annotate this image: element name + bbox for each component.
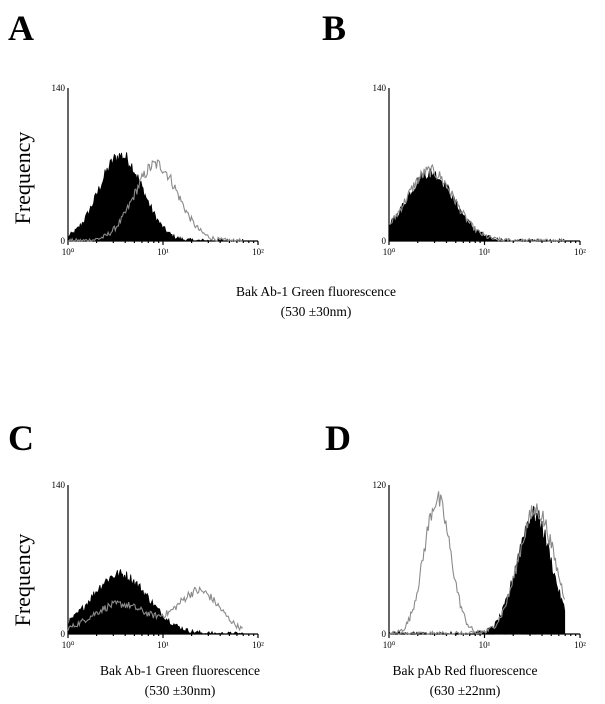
panel-letter-b: B [322,8,346,48]
x-tick-label-d: 10² [574,640,586,650]
caption-d-line1: Bak pAb Red fluorescence [392,663,537,678]
histogram-filled-c [67,569,244,635]
y-tick-label-c: 0 [61,629,66,639]
caption-top-line1: Bak Ab-1 Green fluorescence [236,284,396,299]
y-tick-label-c: 140 [52,480,66,490]
y-tick-label-a: 0 [61,236,66,246]
x-tick-label-a: 10¹ [157,247,169,257]
histogram-filled-a [67,152,244,242]
x-tick-label-a: 10⁰ [62,247,75,257]
x-tick-label-b: 10¹ [479,247,491,257]
histogram-panel-a: Frequency 0 140 10⁰ 10¹ 10² [10,83,264,257]
y-axis-label-c: Frequency [10,534,35,627]
caption-d-line2: (630 ±22nm) [430,683,501,698]
histogram-panel-c: Frequency 0 140 10⁰ 10¹ 10² [10,480,264,650]
caption-top-line2: (530 ±30nm) [281,304,352,319]
histogram-panel-d: 0 120 10⁰ 10¹ 10² [373,480,587,650]
x-tick-label-b: 10⁰ [383,247,396,257]
panel-letter-d: D [325,418,351,458]
y-tick-label-d: 120 [373,480,387,490]
x-tick-label-c: 10² [252,640,264,650]
histogram-outline-b-1 [388,163,565,243]
x-tick-label-a: 10² [252,247,264,257]
y-axis-label-a: Frequency [10,132,35,225]
y-tick-label-b: 140 [373,83,387,93]
x-tick-label-d: 10¹ [479,640,491,650]
panel-letter-c: C [8,418,34,458]
y-tick-label-a: 140 [52,83,66,93]
y-tick-label-b: 0 [382,236,387,246]
y-tick-label-d: 0 [382,629,387,639]
histogram-outline-c-1 [67,585,244,632]
panel-letter-a: A [8,8,34,48]
caption-c-line2: (530 ±30nm) [145,683,216,698]
x-tick-label-d: 10⁰ [383,640,396,650]
histogram-panel-b: 0 140 10⁰ 10¹ 10² [373,83,587,257]
x-tick-label-c: 10¹ [157,640,169,650]
x-tick-label-c: 10⁰ [62,640,75,650]
histogram-filled-d [388,505,566,636]
histogram-outline-d-2 [389,503,566,636]
histogram-outline-a-1 [68,159,243,243]
caption-c-line1: Bak Ab-1 Green fluorescence [100,663,260,678]
x-tick-label-b: 10² [574,247,586,257]
